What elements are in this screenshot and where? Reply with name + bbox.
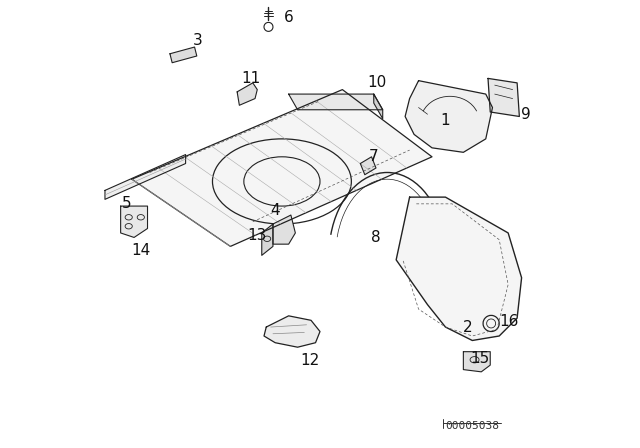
- Polygon shape: [488, 78, 520, 116]
- Text: 15: 15: [471, 351, 490, 366]
- Polygon shape: [121, 206, 148, 237]
- Polygon shape: [374, 94, 383, 119]
- Text: 13: 13: [248, 228, 267, 243]
- Polygon shape: [262, 224, 273, 255]
- Polygon shape: [237, 83, 257, 105]
- Text: 8: 8: [371, 230, 381, 245]
- Text: 1: 1: [440, 113, 451, 129]
- Text: 5: 5: [122, 196, 131, 211]
- Polygon shape: [264, 316, 320, 347]
- Polygon shape: [405, 81, 493, 152]
- Polygon shape: [396, 197, 522, 340]
- Text: 00005038: 00005038: [445, 421, 499, 431]
- Text: 10: 10: [368, 75, 387, 90]
- Text: 6: 6: [284, 10, 294, 26]
- Polygon shape: [289, 94, 383, 110]
- Text: 2: 2: [463, 319, 473, 335]
- Text: 9: 9: [521, 107, 531, 122]
- Text: 11: 11: [241, 71, 260, 86]
- Polygon shape: [360, 157, 376, 175]
- Text: 7: 7: [369, 149, 379, 164]
- Polygon shape: [170, 47, 197, 63]
- Text: 3: 3: [193, 33, 203, 48]
- Polygon shape: [132, 90, 432, 246]
- Text: 4: 4: [270, 203, 280, 218]
- Text: 14: 14: [131, 243, 150, 258]
- Text: 16: 16: [499, 314, 519, 329]
- Polygon shape: [105, 155, 186, 199]
- Polygon shape: [463, 352, 490, 372]
- Polygon shape: [273, 215, 296, 244]
- Text: 12: 12: [301, 353, 320, 368]
